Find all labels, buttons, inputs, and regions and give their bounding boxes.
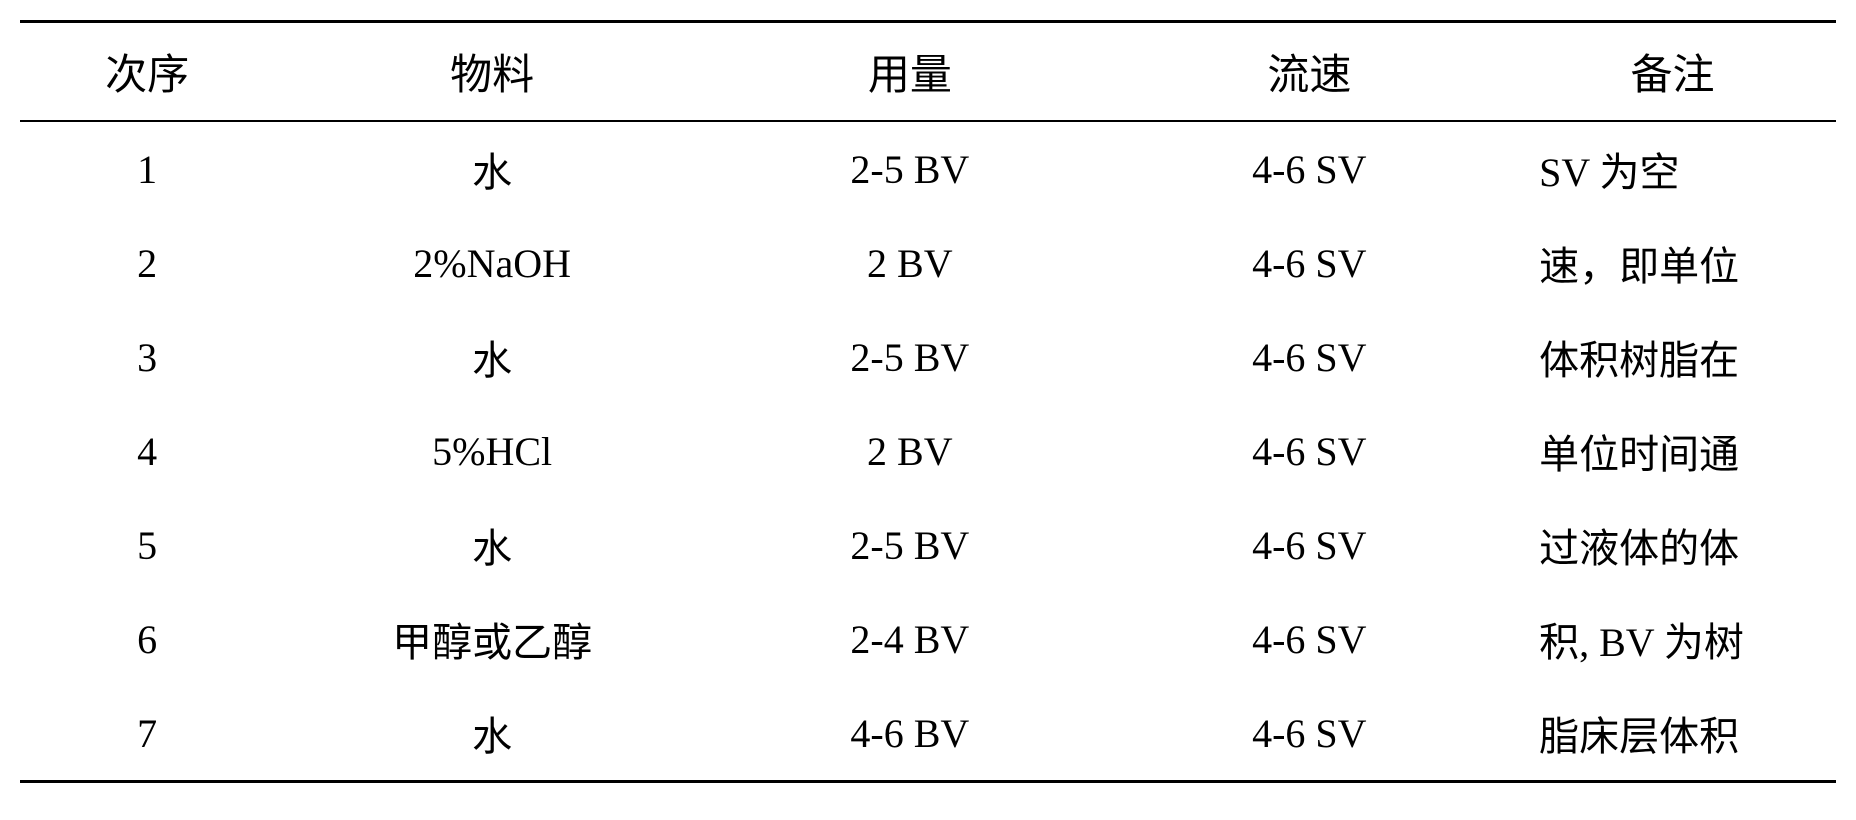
cell-amount: 2-5 BV xyxy=(710,498,1110,592)
process-table-container: 次序 物料 用量 流速 备注 1 水 2-5 BV 4-6 SV SV 为空 2… xyxy=(20,20,1836,783)
table-row: 6 甲醇或乙醇 2-4 BV 4-6 SV 积, BV 为树 xyxy=(20,592,1836,686)
cell-seq: 4 xyxy=(20,404,274,498)
table-row: 7 水 4-6 BV 4-6 SV 脂床层体积 xyxy=(20,686,1836,782)
header-material: 物料 xyxy=(274,22,710,122)
cell-flow: 4-6 SV xyxy=(1110,216,1510,310)
cell-flow: 4-6 SV xyxy=(1110,310,1510,404)
table-row: 4 5%HCl 2 BV 4-6 SV 单位时间通 xyxy=(20,404,1836,498)
cell-seq: 6 xyxy=(20,592,274,686)
cell-material: 2%NaOH xyxy=(274,216,710,310)
cell-material: 水 xyxy=(274,121,710,216)
cell-flow: 4-6 SV xyxy=(1110,592,1510,686)
process-table: 次序 物料 用量 流速 备注 1 水 2-5 BV 4-6 SV SV 为空 2… xyxy=(20,20,1836,783)
table-header-row: 次序 物料 用量 流速 备注 xyxy=(20,22,1836,122)
cell-amount: 4-6 BV xyxy=(710,686,1110,782)
table-row: 5 水 2-5 BV 4-6 SV 过液体的体 xyxy=(20,498,1836,592)
cell-amount: 2 BV xyxy=(710,216,1110,310)
cell-flow: 4-6 SV xyxy=(1110,121,1510,216)
cell-seq: 3 xyxy=(20,310,274,404)
cell-note: 单位时间通 xyxy=(1509,404,1836,498)
cell-seq: 1 xyxy=(20,121,274,216)
cell-seq: 7 xyxy=(20,686,274,782)
cell-seq: 2 xyxy=(20,216,274,310)
table-row: 2 2%NaOH 2 BV 4-6 SV 速，即单位 xyxy=(20,216,1836,310)
cell-note: 积, BV 为树 xyxy=(1509,592,1836,686)
cell-note: 脂床层体积 xyxy=(1509,686,1836,782)
cell-flow: 4-6 SV xyxy=(1110,686,1510,782)
cell-amount: 2-5 BV xyxy=(710,310,1110,404)
header-note: 备注 xyxy=(1509,22,1836,122)
table-row: 3 水 2-5 BV 4-6 SV 体积树脂在 xyxy=(20,310,1836,404)
cell-material: 5%HCl xyxy=(274,404,710,498)
cell-note: 过液体的体 xyxy=(1509,498,1836,592)
cell-material: 甲醇或乙醇 xyxy=(274,592,710,686)
cell-amount: 2 BV xyxy=(710,404,1110,498)
cell-note: 体积树脂在 xyxy=(1509,310,1836,404)
cell-flow: 4-6 SV xyxy=(1110,498,1510,592)
table-row: 1 水 2-5 BV 4-6 SV SV 为空 xyxy=(20,121,1836,216)
cell-flow: 4-6 SV xyxy=(1110,404,1510,498)
cell-note: 速，即单位 xyxy=(1509,216,1836,310)
header-amount: 用量 xyxy=(710,22,1110,122)
cell-note: SV 为空 xyxy=(1509,121,1836,216)
cell-seq: 5 xyxy=(20,498,274,592)
cell-amount: 2-4 BV xyxy=(710,592,1110,686)
header-flow: 流速 xyxy=(1110,22,1510,122)
cell-material: 水 xyxy=(274,498,710,592)
header-seq: 次序 xyxy=(20,22,274,122)
cell-material: 水 xyxy=(274,686,710,782)
cell-material: 水 xyxy=(274,310,710,404)
cell-amount: 2-5 BV xyxy=(710,121,1110,216)
